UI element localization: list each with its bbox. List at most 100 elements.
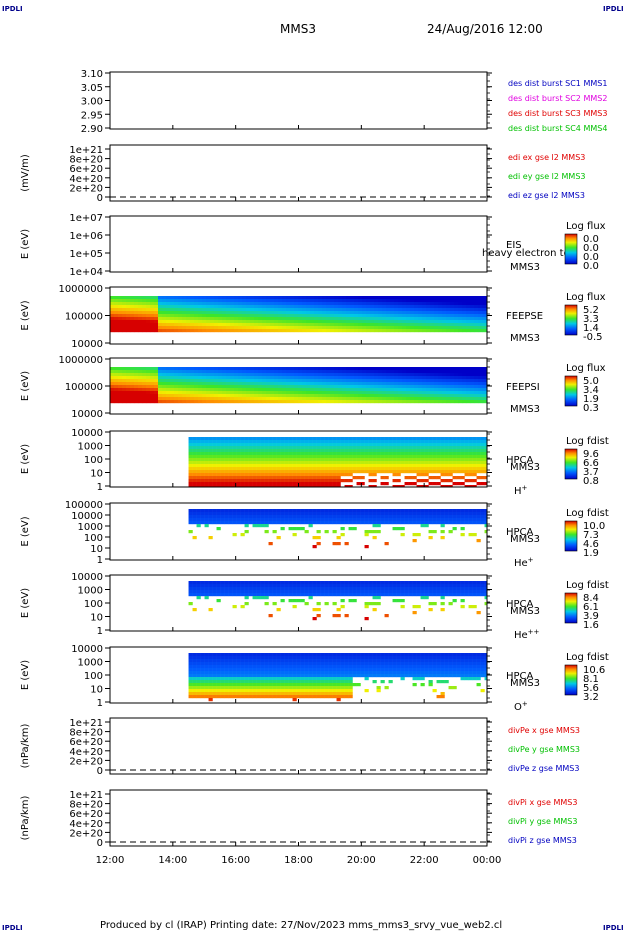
spectrogram-cell [438, 382, 443, 386]
spectrogram-cell [230, 320, 235, 324]
spectrogram-cell [376, 518, 381, 522]
spectrogram-cell [286, 329, 291, 333]
spectrogram-cell [142, 379, 147, 383]
spectrogram-cell [412, 611, 417, 615]
spectrogram-cell [312, 512, 317, 516]
spectrogram-cell [230, 376, 235, 380]
spectrogram-cell [308, 443, 313, 447]
spectrogram-cell [478, 296, 483, 300]
spectrogram-cell [374, 373, 379, 377]
spectrogram-cell [260, 596, 265, 600]
spectrogram-cell [398, 370, 403, 374]
spectrogram-cell [228, 458, 233, 462]
spectrogram-cell [462, 385, 467, 389]
spectrogram-cell [430, 376, 435, 380]
spectrogram-cell [332, 614, 337, 618]
spectrogram-cell [214, 323, 219, 327]
spectrogram-cell [308, 467, 313, 471]
spectrogram-cell [458, 397, 463, 401]
spectrogram-cell [256, 686, 261, 690]
spectrogram-cell [324, 602, 329, 606]
spectrogram-cell [320, 464, 325, 468]
spectrogram-cell [232, 482, 237, 486]
spectrogram-cell [314, 302, 319, 306]
spectrogram-cell [212, 680, 217, 684]
spectrogram-cell [242, 314, 247, 318]
spectrogram-cell [286, 367, 291, 371]
spectrogram-cell [318, 326, 323, 330]
spectrogram-cell [182, 397, 187, 401]
spectrogram-cell [422, 329, 427, 333]
spectrogram-cell [306, 394, 311, 398]
spectrogram-cell [460, 482, 465, 486]
spectrogram-cell [240, 515, 245, 519]
spectrogram-cell [208, 479, 213, 483]
spectrogram-cell [346, 373, 351, 377]
spectrogram-cell [264, 470, 269, 474]
spectrogram-cell [330, 320, 335, 324]
spectrogram-cell [230, 311, 235, 315]
spectrogram-cell [228, 509, 233, 513]
spectrogram-cell [408, 443, 413, 447]
spectrogram-cell [252, 581, 257, 585]
spectrogram-cell [368, 521, 373, 525]
spectrogram-cell [250, 400, 255, 404]
spectrogram-cell [244, 476, 249, 480]
spectrogram-cell [324, 584, 329, 588]
spectrogram-cell [384, 458, 389, 462]
spectrogram-cell [376, 602, 381, 606]
spectrogram-cell [252, 590, 257, 594]
spectrogram-cell [200, 680, 205, 684]
spectrogram-cell [400, 590, 405, 594]
spectrogram-cell [320, 446, 325, 450]
spectrogram-cell [412, 509, 417, 513]
spectrogram-cell [460, 440, 465, 444]
spectrogram-cell [310, 314, 315, 318]
spectrogram-cell [322, 308, 327, 312]
spectrogram-cell [248, 464, 253, 468]
spectrogram-cell [422, 323, 427, 327]
spectrogram-cell [256, 515, 261, 519]
spectrogram-cell [380, 461, 385, 465]
spectrogram-cell [240, 467, 245, 471]
spectrogram-cell [466, 385, 471, 389]
spectrogram-cell [138, 320, 143, 324]
spectrogram-cell [190, 305, 195, 309]
spectrogram-cell [342, 311, 347, 315]
spectrogram-cell [216, 476, 221, 480]
spectrogram-cell [438, 373, 443, 377]
spectrogram-cell [420, 509, 425, 513]
spectrogram-cell [322, 388, 327, 392]
spectrogram-cell [468, 593, 473, 597]
spectrogram-cell [262, 299, 267, 303]
spectrogram-cell [420, 455, 425, 459]
spectrogram-cell [186, 400, 191, 404]
spectrogram-cell [210, 379, 215, 383]
spectrogram-cell [248, 446, 253, 450]
spectrogram-cell [178, 397, 183, 401]
spectrogram-cell [192, 665, 197, 669]
spectrogram-cell [476, 476, 481, 480]
spectrogram-cell [260, 515, 265, 519]
spectrogram-cell [240, 440, 245, 444]
spectrogram-cell [232, 653, 237, 657]
spectrogram-cell [426, 379, 431, 383]
spectrogram-cell [468, 584, 473, 588]
spectrogram-cell [232, 509, 237, 513]
spectrogram-cell [328, 473, 333, 477]
spectrogram-cell [204, 668, 209, 672]
spectrogram-cell [470, 394, 475, 398]
spectrogram-cell [436, 446, 441, 450]
spectrogram-cell [256, 677, 261, 681]
spectrogram-cell [316, 449, 321, 453]
spectrogram-cell [204, 656, 209, 660]
spectrogram-cell [188, 452, 193, 456]
spectrogram-cell [174, 382, 179, 386]
spectrogram-cell [252, 584, 257, 588]
spectrogram-cell [408, 467, 413, 471]
spectrogram-cell [272, 590, 277, 594]
spectrogram-cell [348, 464, 353, 468]
spectrogram-cell [344, 443, 349, 447]
spectrogram-cell [232, 581, 237, 585]
spectrogram-cell [202, 299, 207, 303]
